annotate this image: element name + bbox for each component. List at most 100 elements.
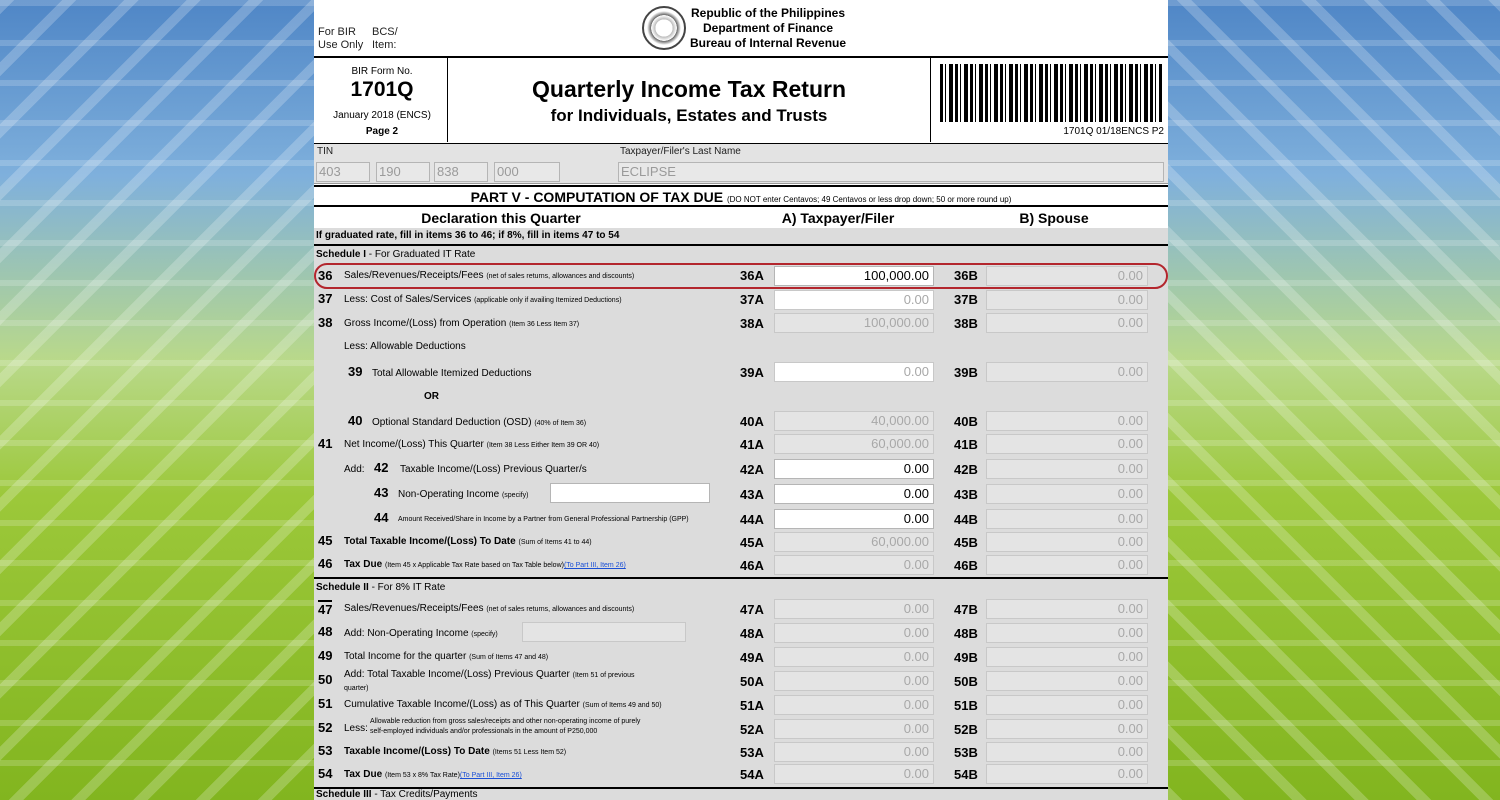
part5-note: (DO NOT enter Centavos; 49 Centavos or l…: [726, 195, 1012, 204]
item-code-b: 47B: [954, 602, 978, 617]
item-number: 52: [318, 720, 333, 735]
item-number: 37: [318, 291, 333, 306]
tin-part-4[interactable]: 000: [494, 162, 560, 182]
field-42b[interactable]: 0.00: [986, 459, 1148, 479]
field-40b[interactable]: 0.00: [986, 411, 1148, 431]
item-number: 39: [348, 364, 363, 379]
bcs-item-label: BCS/Item:: [372, 26, 398, 51]
field-45b[interactable]: 0.00: [986, 532, 1148, 552]
field-53b[interactable]: 0.00: [986, 742, 1148, 762]
item-code-b: 41B: [954, 437, 978, 452]
schedule-1-header: Schedule I - For Graduated IT Rate: [314, 244, 1168, 262]
tin-label: TIN: [317, 146, 334, 157]
field-51b[interactable]: 0.00: [986, 695, 1148, 715]
item-code-b: 46B: [954, 558, 978, 573]
item-code-a: 50A: [740, 674, 764, 689]
field-44b[interactable]: 0.00: [986, 509, 1148, 529]
field-49a[interactable]: 0.00: [774, 647, 934, 667]
item-number: 49: [318, 648, 333, 663]
field-53a[interactable]: 0.00: [774, 742, 934, 762]
field-43b[interactable]: 0.00: [986, 484, 1148, 504]
field-54a[interactable]: 0.00: [774, 764, 934, 784]
field-52b[interactable]: 0.00: [986, 719, 1148, 739]
item-label: Optional Standard Deduction (OSD) (40% o…: [372, 417, 587, 428]
bir-form-page: For BIR Use Only BCS/Item: Republic of th…: [314, 0, 1168, 800]
field-39b[interactable]: 0.00: [986, 362, 1148, 382]
form-number-label: BIR Form No.: [351, 66, 413, 77]
item-label: Gross Income/(Loss) from Operation (Item…: [344, 318, 580, 329]
part5-title: PART V - COMPUTATION OF TAX DUE (DO NOT …: [314, 185, 1168, 207]
item-code-b: 48B: [954, 626, 978, 641]
field-47b[interactable]: 0.00: [986, 599, 1148, 619]
item-code-a: 37A: [740, 292, 764, 307]
specify-43-input[interactable]: [550, 483, 710, 503]
specify-48-input[interactable]: [522, 622, 686, 642]
field-52a[interactable]: 0.00: [774, 719, 934, 739]
instruction-line: If graduated rate, fill in items 36 to 4…: [316, 230, 620, 241]
link-to-part3-item26[interactable]: (To Part III, Item 26): [459, 772, 522, 779]
col-spouse: B) Spouse: [1019, 210, 1089, 226]
item-label: Taxable Income/(Loss) Previous Quarter/s: [400, 464, 587, 475]
tin-part-1[interactable]: 403: [316, 162, 370, 182]
item-number: 50: [318, 672, 333, 687]
field-46a[interactable]: 0.00: [774, 555, 934, 575]
field-49b[interactable]: 0.00: [986, 647, 1148, 667]
field-40a[interactable]: 40,000.00: [774, 411, 934, 431]
field-41a[interactable]: 60,000.00: [774, 434, 934, 454]
item-label: Sales/Revenues/Receipts/Fees (net of sal…: [344, 270, 635, 281]
tin-part-2[interactable]: 190: [376, 162, 430, 182]
item-code-b: 50B: [954, 674, 978, 689]
item-number: 41: [318, 436, 333, 451]
field-54b[interactable]: 0.00: [986, 764, 1148, 784]
form-date: January 2018 (ENCS): [333, 110, 431, 121]
last-name-field[interactable]: ECLIPSE: [618, 162, 1164, 182]
field-48a[interactable]: 0.00: [774, 623, 934, 643]
col-taxpayer: A) Taxpayer/Filer: [781, 210, 895, 226]
item-code-b: 45B: [954, 535, 978, 550]
item-code-a: 43A: [740, 487, 764, 502]
item-code-b: 44B: [954, 512, 978, 527]
field-41b[interactable]: 0.00: [986, 434, 1148, 454]
background-right: [1168, 0, 1500, 800]
field-38b[interactable]: 0.00: [986, 313, 1148, 333]
item-number: 43: [374, 485, 389, 500]
item-label: Less:: [344, 723, 368, 734]
field-36b[interactable]: 0.00: [986, 266, 1148, 286]
barcode-box: [930, 58, 1166, 142]
field-44a[interactable]: 0.00: [774, 509, 934, 529]
tin-part-3[interactable]: 838: [434, 162, 488, 182]
field-48b[interactable]: 0.00: [986, 623, 1148, 643]
field-39a[interactable]: 0.00: [774, 362, 934, 382]
item-label: Amount Received/Share in Income by a Par…: [398, 516, 689, 523]
item-code-a: 40A: [740, 414, 764, 429]
barcode-image: [940, 64, 1162, 122]
field-37a[interactable]: 0.00: [774, 290, 934, 310]
item-code-a: 38A: [740, 316, 764, 331]
field-46b[interactable]: 0.00: [986, 555, 1148, 575]
field-47a[interactable]: 0.00: [774, 599, 934, 619]
field-50b[interactable]: 0.00: [986, 671, 1148, 691]
field-45a[interactable]: 60,000.00: [774, 532, 934, 552]
item-number: 42: [374, 460, 389, 475]
field-36a[interactable]: 100,000.00: [774, 266, 934, 286]
field-43a[interactable]: 0.00: [774, 484, 934, 504]
form-subtitle: for Individuals, Estates and Trusts: [550, 106, 828, 125]
row-36-highlight: [314, 263, 1168, 289]
item-label: Sales/Revenues/Receipts/Fees (net of sal…: [344, 603, 635, 614]
field-51a[interactable]: 0.00: [774, 695, 934, 715]
item-code-a: 45A: [740, 535, 764, 550]
field-50a[interactable]: 0.00: [774, 671, 934, 691]
field-42a[interactable]: 0.00: [774, 459, 934, 479]
item-number: 46: [318, 556, 333, 571]
form-header-box: [314, 56, 1168, 144]
item-code-b: 52B: [954, 722, 978, 737]
agency-name: Republic of the Philippines Department o…: [690, 6, 847, 50]
item-number: 45: [318, 533, 333, 548]
field-37b[interactable]: 0.00: [986, 290, 1148, 310]
field-38a[interactable]: 100,000.00: [774, 313, 934, 333]
or-label: OR: [424, 391, 439, 402]
link-to-part3-item26[interactable]: (To Part III, Item 26): [563, 562, 626, 569]
background-left: [0, 0, 316, 800]
item-code-a: 44A: [740, 512, 764, 527]
item-label: Total Taxable Income/(Loss) To Date (Sum…: [344, 536, 592, 547]
